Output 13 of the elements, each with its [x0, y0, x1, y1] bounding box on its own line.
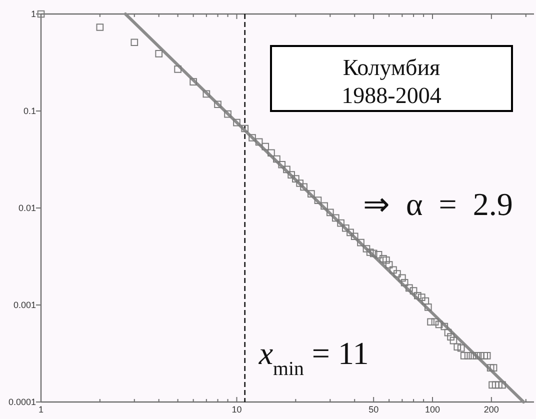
x-tick-label: 200 — [484, 404, 499, 414]
y-tick-label: 1 — [30, 8, 36, 19]
x-tick-label: 10 — [232, 404, 242, 414]
x-tick-label: 50 — [368, 404, 379, 414]
x-tick-label: 1 — [38, 404, 44, 414]
annotation: ⇒ α = 2.9 — [363, 186, 513, 222]
y-tick-label: 0.1 — [23, 106, 36, 116]
ref-line-label: x$_{min}$ = 11 — [258, 335, 369, 380]
x-tick-label: 100 — [424, 404, 440, 414]
y-tick-label: 0.001 — [13, 300, 36, 310]
y-tick-label: 0.0001 — [8, 396, 36, 407]
y-tick-label: 0.01 — [18, 202, 36, 213]
annotation: Колумбия 1988-2004 — [342, 55, 442, 108]
